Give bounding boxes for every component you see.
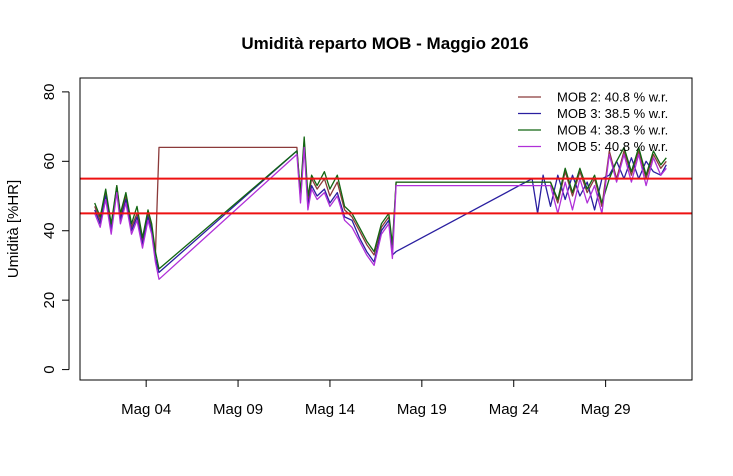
threshold-lines: [80, 177, 692, 215]
y-tick-label: 0: [41, 365, 58, 373]
legend-label-4: MOB 5: 40.8 % w.r.: [557, 139, 668, 154]
series-line-4: [94, 146, 667, 280]
chart-title: Umidità reparto MOB - Maggio 2016: [241, 34, 528, 53]
x-tick-label: Mag 14: [305, 401, 355, 418]
series-line-2: [94, 143, 667, 274]
x-axis: Mag 04 Mag 09 Mag 14 Mag 19 Mag 24 Mag 29: [121, 379, 631, 418]
series-line-3: [94, 136, 667, 270]
legend-label-1: MOB 2: 40.8 % w.r.: [557, 90, 668, 105]
series-layer: [94, 136, 667, 280]
legend: MOB 2: 40.8 % w.r.MOB 3: 38.5 % w.r. MOB …: [518, 90, 668, 154]
legend-label-3: MOB 4: 38.3 % w.r.: [557, 123, 668, 138]
y-tick-label: 80: [41, 84, 58, 101]
legend-label-2: MOB 3: 38.5 % w.r.: [557, 106, 668, 121]
y-axis-label: Umidità [%HR]: [5, 180, 22, 278]
y-tick-label: 60: [41, 153, 58, 170]
y-tick-label: 20: [41, 292, 58, 309]
x-tick-label: Mag 19: [397, 401, 447, 418]
x-tick-label: Mag 29: [581, 401, 631, 418]
x-tick-label: Mag 09: [213, 401, 263, 418]
y-tick-label: 40: [41, 222, 58, 239]
y-axis: 0 20 40 60 80: [41, 84, 70, 374]
x-tick-label: Mag 04: [121, 401, 171, 418]
x-tick-label: Mag 24: [489, 401, 539, 418]
